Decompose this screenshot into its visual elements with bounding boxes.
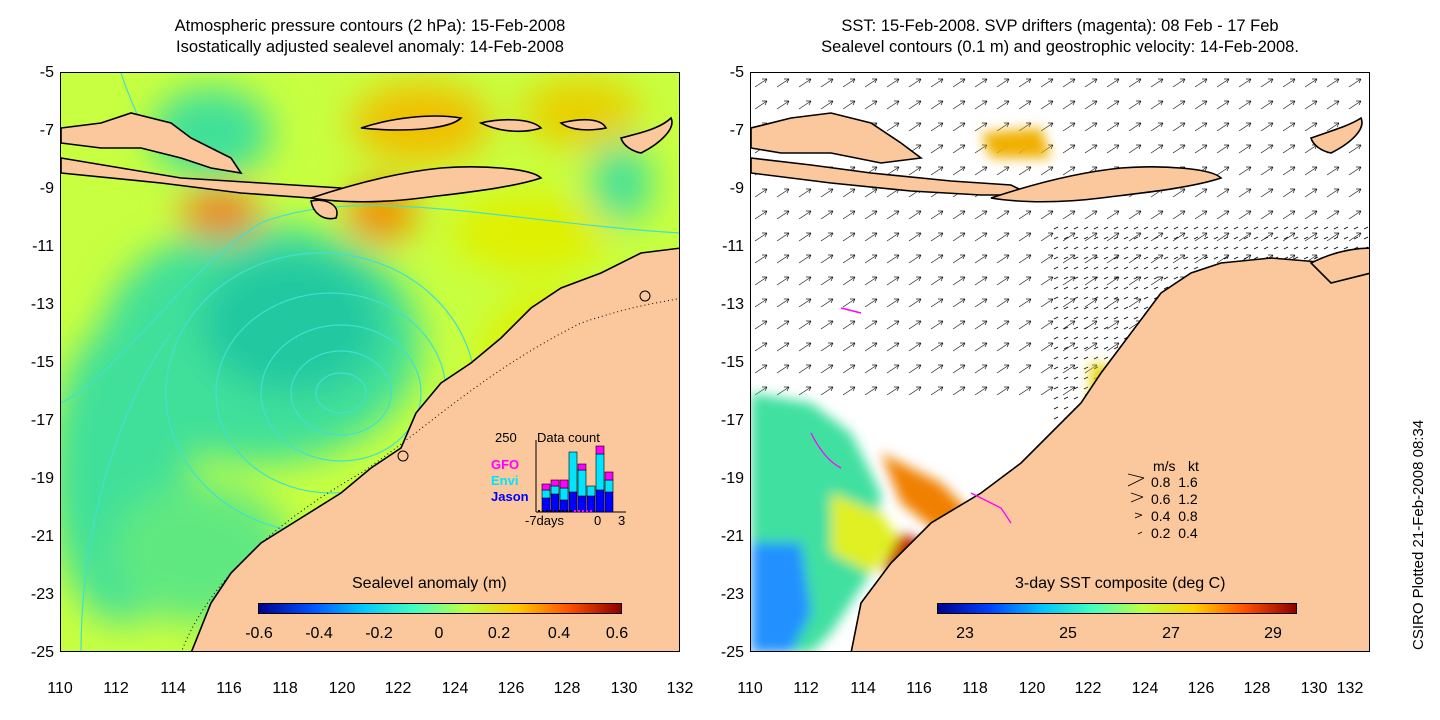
x-tick: 116 — [216, 680, 242, 697]
velocity-kt: 1.2 — [1178, 491, 1198, 507]
velocity-row: 0.6 1.2 — [1151, 491, 1198, 507]
x-tick: 124 — [441, 680, 469, 697]
right-panel-title: SST: 15-Feb-2008. SVP drifters (magenta)… — [750, 16, 1370, 58]
velocity-ms: 0.2 — [1151, 525, 1171, 541]
colorbar-tick: 0 — [434, 625, 444, 642]
x-tick: 120 — [1018, 680, 1046, 697]
x-tick: 112 — [103, 680, 129, 697]
sst-velocity-map — [750, 72, 1370, 652]
y-tick: -23 — [720, 586, 744, 603]
sealevel-colorbar-title: Sealevel anomaly (m) — [352, 575, 507, 592]
colorbar-tick: 29 — [1264, 625, 1282, 642]
x-tick: 130 — [610, 680, 638, 697]
plot-credit: CSIRO Plotted 21-Feb-2008 08:34 — [1410, 419, 1427, 650]
velocity-kt: 0.4 — [1178, 525, 1198, 541]
y-tick: -5 — [39, 64, 54, 81]
velocity-header-kt: kt — [1188, 458, 1199, 474]
colorbar-tick: 25 — [1059, 625, 1077, 642]
x-tick: 120 — [328, 680, 356, 697]
y-tick: -11 — [32, 238, 54, 255]
velocity-ms: 0.4 — [1151, 508, 1171, 524]
y-tick: -25 — [30, 644, 54, 661]
y-tick: -9 — [729, 180, 744, 197]
x-tick: 110 — [737, 680, 763, 697]
left-title-line2: Isostatically adjusted sealevel anomaly:… — [176, 38, 564, 56]
left-panel-title: Atmospheric pressure contours (2 hPa): 1… — [60, 16, 680, 58]
colorbar-tick: 0.4 — [547, 625, 571, 642]
y-tick: -21 — [720, 528, 744, 545]
velocity-row: 0.2 0.4 — [1151, 525, 1198, 541]
colorbar-tick: 27 — [1162, 625, 1180, 642]
colorbar-tick: 0.6 — [605, 625, 629, 642]
y-tick: -11 — [722, 238, 744, 255]
legend-gfo: GFO — [491, 457, 520, 472]
data-count-bars — [535, 440, 626, 513]
y-tick: -13 — [30, 296, 54, 313]
x-tick: 110 — [47, 680, 73, 697]
sealevel-anomaly-map — [60, 72, 680, 652]
x-tick: 128 — [553, 680, 581, 697]
x-tick: 126 — [1187, 680, 1215, 697]
y-tick: -19 — [30, 470, 54, 487]
x-tick: 132 — [666, 680, 694, 697]
x-tick: 126 — [497, 680, 525, 697]
y-tick: -5 — [729, 64, 744, 81]
colorbar-tick: 0.2 — [487, 625, 511, 642]
inset-ymax: 250 — [495, 430, 517, 445]
x-tick: 118 — [272, 680, 298, 697]
y-tick: -19 — [720, 470, 744, 487]
y-tick: -17 — [30, 412, 54, 429]
colorbar-tick: -0.2 — [365, 625, 393, 642]
x-tick: 130 — [1300, 680, 1328, 697]
y-tick: -15 — [30, 354, 54, 371]
velocity-kt: 0.8 — [1178, 508, 1198, 524]
y-tick: -13 — [720, 296, 744, 313]
right-title-line1: SST: 15-Feb-2008. SVP drifters (magenta)… — [841, 17, 1279, 35]
velocity-ms: 0.6 — [1151, 491, 1171, 507]
velocity-row: 0.8 1.6 — [1151, 474, 1198, 490]
sst-colorbar — [937, 603, 1297, 614]
y-tick: -9 — [39, 180, 54, 197]
x-tick: 114 — [160, 680, 186, 697]
inset-title: Data count — [537, 430, 600, 445]
y-tick: -7 — [729, 122, 744, 139]
x-tick: 112 — [793, 680, 819, 697]
x-tick: 114 — [850, 680, 876, 697]
velocity-arrows — [1127, 473, 1145, 535]
right-title-line2: Sealevel contours (0.1 m) and geostrophi… — [821, 38, 1299, 56]
velocity-row: 0.4 0.8 — [1151, 508, 1198, 524]
y-tick: -23 — [30, 586, 54, 603]
x-tick: 132 — [1336, 680, 1364, 697]
colorbar-tick: -0.6 — [245, 625, 273, 642]
x-tick: 128 — [1243, 680, 1271, 697]
x-tick: 124 — [1131, 680, 1159, 697]
legend-jason: Jason — [491, 489, 529, 504]
x-tick: 122 — [384, 680, 412, 697]
velocity-ms: 0.8 — [1151, 474, 1171, 490]
legend-envi: Envi — [491, 473, 519, 488]
y-tick: -17 — [720, 412, 744, 429]
x-tick: 118 — [962, 680, 988, 697]
colorbar-tick: -0.4 — [305, 625, 333, 642]
inset-x-label-zero: 0 — [594, 513, 602, 528]
x-tick: 122 — [1074, 680, 1102, 697]
x-tick: 116 — [906, 680, 932, 697]
sst-colorbar-title: 3-day SST composite (deg C) — [1015, 575, 1226, 592]
left-title-line1: Atmospheric pressure contours (2 hPa): 1… — [174, 17, 566, 35]
sealevel-colorbar — [258, 603, 622, 614]
inset-x-label-start: -7days — [525, 513, 565, 528]
velocity-header-ms: m/s — [1153, 458, 1176, 474]
colorbar-tick: 23 — [956, 625, 974, 642]
y-tick: -7 — [39, 122, 54, 139]
y-tick: -15 — [720, 354, 744, 371]
inset-x-label-end: 3 — [618, 513, 626, 528]
y-tick: -21 — [30, 528, 54, 545]
y-tick: -25 — [720, 644, 744, 661]
velocity-kt: 1.6 — [1178, 474, 1198, 490]
